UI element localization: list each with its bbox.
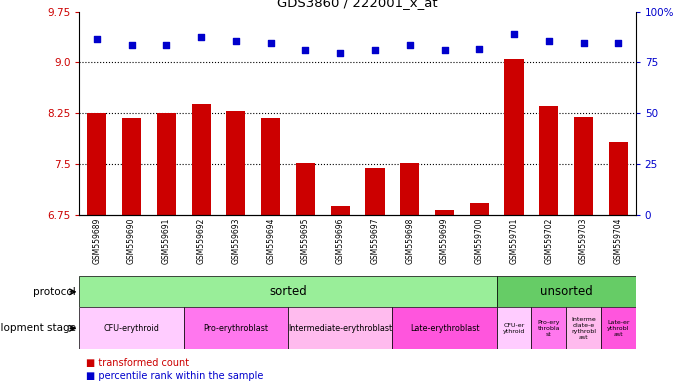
- Text: Late-er
ythrobl
ast: Late-er ythrobl ast: [607, 320, 630, 337]
- Bar: [601, 307, 636, 349]
- Bar: [157, 113, 176, 215]
- Point: [404, 42, 415, 48]
- Bar: [435, 210, 454, 215]
- Bar: [87, 113, 106, 215]
- Text: ■ transformed count: ■ transformed count: [86, 358, 189, 368]
- Text: GSM559694: GSM559694: [266, 217, 275, 264]
- Point: [161, 42, 172, 48]
- Bar: [566, 307, 601, 349]
- Bar: [504, 59, 524, 215]
- Text: development stage: development stage: [0, 323, 76, 333]
- Bar: [227, 111, 245, 215]
- Text: GSM559692: GSM559692: [197, 217, 206, 264]
- Bar: [79, 276, 497, 307]
- Point: [439, 47, 450, 53]
- Title: GDS3860 / 222001_x_at: GDS3860 / 222001_x_at: [277, 0, 438, 9]
- Point: [300, 47, 311, 53]
- Point: [126, 42, 137, 48]
- Bar: [184, 307, 288, 349]
- Text: GSM559691: GSM559691: [162, 217, 171, 264]
- Text: Intermediate-erythroblast: Intermediate-erythroblast: [288, 324, 392, 333]
- Bar: [288, 307, 392, 349]
- Text: Pro-erythroblast: Pro-erythroblast: [203, 324, 268, 333]
- Text: GSM559703: GSM559703: [579, 217, 588, 264]
- Text: GSM559689: GSM559689: [93, 217, 102, 264]
- Bar: [497, 276, 636, 307]
- Text: GSM559695: GSM559695: [301, 217, 310, 264]
- Point: [265, 40, 276, 46]
- Bar: [79, 307, 184, 349]
- Text: GSM559697: GSM559697: [370, 217, 379, 264]
- Bar: [366, 167, 384, 215]
- Bar: [400, 163, 419, 215]
- Point: [543, 38, 554, 44]
- Bar: [539, 106, 558, 215]
- Point: [370, 47, 381, 53]
- Text: GSM559702: GSM559702: [545, 217, 553, 264]
- Bar: [531, 307, 566, 349]
- Bar: [261, 118, 281, 215]
- Bar: [122, 118, 141, 215]
- Point: [613, 40, 624, 46]
- Bar: [191, 104, 211, 215]
- Text: GSM559704: GSM559704: [614, 217, 623, 264]
- Bar: [497, 307, 531, 349]
- Bar: [574, 117, 593, 215]
- Text: unsorted: unsorted: [540, 285, 593, 298]
- Point: [334, 50, 346, 56]
- Point: [196, 33, 207, 40]
- Bar: [470, 203, 489, 215]
- Text: CFU-er
ythroid: CFU-er ythroid: [503, 323, 525, 334]
- Text: Interme
diate-e
rythrobl
ast: Interme diate-e rythrobl ast: [571, 317, 596, 339]
- Point: [509, 31, 520, 37]
- Text: sorted: sorted: [269, 285, 307, 298]
- Text: Pro-ery
throbla
st: Pro-ery throbla st: [538, 320, 560, 337]
- Text: ■ percentile rank within the sample: ■ percentile rank within the sample: [86, 371, 264, 381]
- Point: [474, 46, 485, 52]
- Text: GSM559693: GSM559693: [231, 217, 240, 264]
- Point: [230, 38, 241, 44]
- Text: GSM559696: GSM559696: [336, 217, 345, 264]
- Text: GSM559690: GSM559690: [127, 217, 136, 264]
- Text: CFU-erythroid: CFU-erythroid: [104, 324, 160, 333]
- Point: [91, 36, 102, 42]
- Bar: [331, 206, 350, 215]
- Text: GSM559700: GSM559700: [475, 217, 484, 264]
- Bar: [609, 142, 628, 215]
- Text: GSM559698: GSM559698: [405, 217, 414, 264]
- Text: protocol: protocol: [33, 287, 76, 297]
- Bar: [392, 307, 497, 349]
- Text: GSM559699: GSM559699: [440, 217, 449, 264]
- Bar: [296, 163, 315, 215]
- Text: Late-erythroblast: Late-erythroblast: [410, 324, 480, 333]
- Point: [578, 40, 589, 46]
- Text: GSM559701: GSM559701: [509, 217, 518, 264]
